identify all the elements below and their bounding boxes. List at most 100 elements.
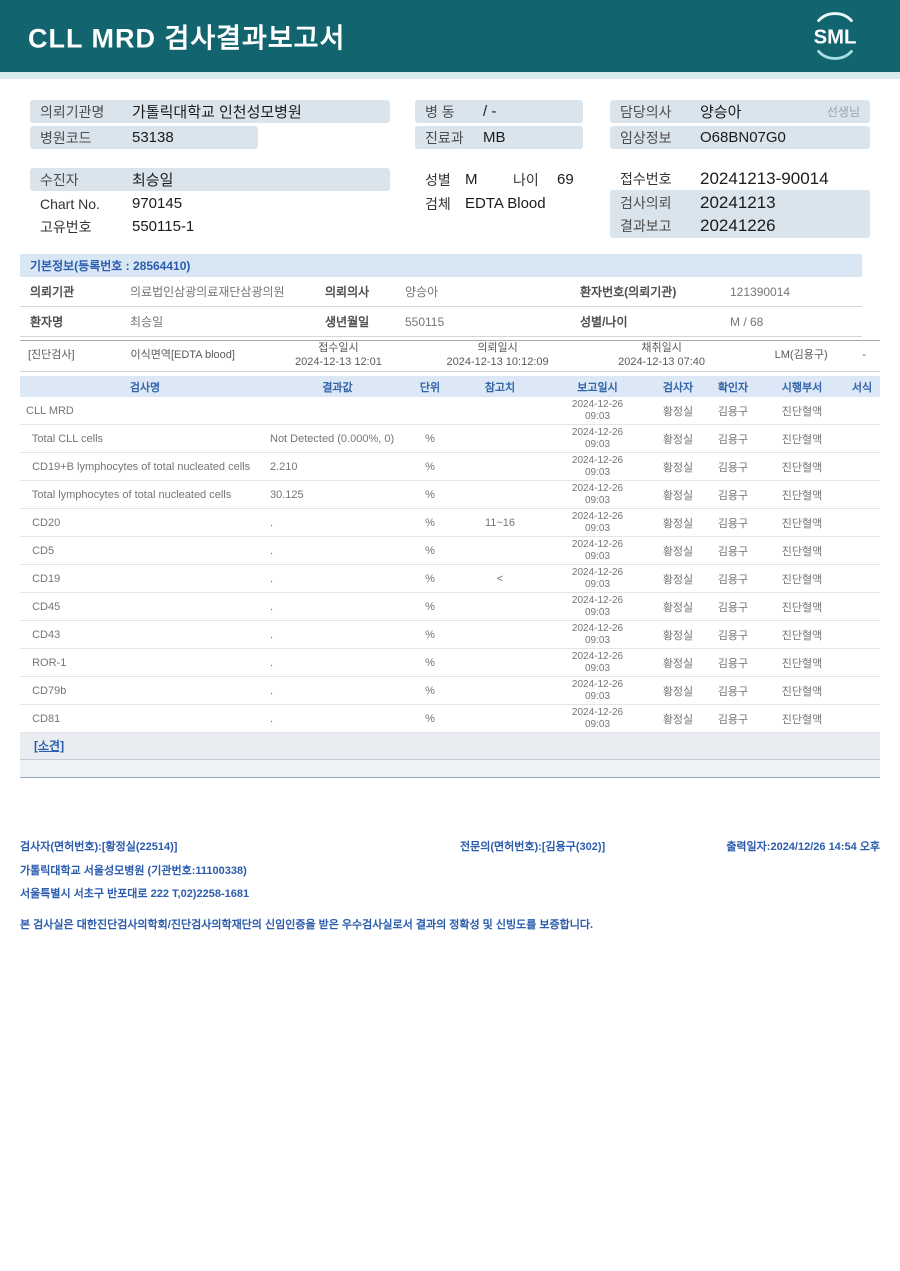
result-value: . (270, 684, 274, 697)
ward-value: / - (483, 103, 497, 120)
clinic-dept-row: 진료과 MB (415, 126, 583, 149)
result-value: . (270, 572, 274, 585)
referring-org-row: 의뢰기관명 가톨릭대학교 인천성모병원 (30, 100, 390, 123)
chart-no-value: 970145 (132, 195, 183, 212)
department: 진단혈액 (781, 517, 823, 530)
test-name: CD20 (26, 516, 61, 529)
report-date: 2024-12-26 (571, 623, 624, 634)
unit: % (425, 516, 435, 529)
footer-address: 서울특별시 서초구 반포대로 222 T,02)2258-1681 (20, 888, 250, 900)
col-reference: 참고치 (484, 381, 516, 394)
report-time: 09:03 (584, 662, 611, 674)
test-name: CLL MRD (26, 404, 74, 417)
checker: 김용구 (717, 405, 749, 418)
checker: 김용구 (717, 685, 749, 698)
basic-label: 의뢰의사 (325, 285, 370, 299)
findings-section: [소견] (20, 733, 880, 778)
clinical-info-value: O68BN07G0 (700, 129, 786, 146)
basic-label: 생년월일 (325, 315, 370, 329)
result-value: Not Detected (0.000%, 0) (270, 432, 395, 445)
receipt-datetime-value: 2024-12-13 12:01 (295, 356, 382, 368)
request-date-row: 검사의뢰 20241213 (610, 191, 870, 214)
unit: % (425, 460, 435, 473)
specimen-value: EDTA Blood (465, 195, 546, 212)
report-date: 2024-12-26 (571, 651, 624, 662)
test-name: CD45 (26, 600, 61, 613)
unit: % (425, 684, 435, 697)
checker: 김용구 (717, 713, 749, 726)
reference-range: < (496, 572, 504, 585)
report-date: 2024-12-26 (571, 427, 624, 438)
clinic-dept-value: MB (483, 129, 506, 146)
result-row: CD20 . % 11~16 2024-12-26 09:03 황정실 김용구 … (20, 509, 880, 537)
report-datetime: 2024-12-26 09:03 (545, 427, 650, 450)
report-date: 2024-12-26 (571, 539, 624, 550)
tester: 황정실 (662, 461, 694, 474)
report-datetime: 2024-12-26 09:03 (545, 539, 650, 562)
report-date: 2024-12-26 (571, 455, 624, 466)
department: 진단혈액 (781, 601, 823, 614)
referring-org-value: 가톨릭대학교 인천성모병원 (132, 104, 302, 121)
result-row: CLL MRD 2024-12-26 09:03 황정실 김용구 진단혈액 (20, 397, 880, 425)
basic-value: 550115 (405, 314, 445, 329)
sex-value: M (465, 171, 478, 188)
department: 진단혈액 (781, 461, 823, 474)
checker: 김용구 (717, 489, 749, 502)
receipt-no-label: 접수번호 (620, 170, 672, 187)
report-date: 2024-12-26 (571, 511, 624, 522)
department: 진단혈액 (781, 433, 823, 446)
basic-info-section: 기본정보(등록번호 : 28564410) 의뢰기관 의료법인삼광의료재단삼광의… (20, 254, 862, 337)
report-date: 2024-12-26 (571, 679, 624, 690)
report-datetime: 2024-12-26 09:03 (545, 595, 650, 618)
result-value: . (270, 628, 274, 641)
receipt-datetime-label: 접수일시 (318, 342, 359, 355)
unit: % (425, 572, 435, 585)
footer-signature-line: 검사자(면허번호):[황정실(22514)] 전문의(면허번호):[김용구(30… (20, 838, 880, 854)
basic-value: M / 68 (730, 314, 764, 329)
report-date: 2024-12-26 (571, 707, 624, 718)
department: 진단혈액 (781, 629, 823, 642)
report-date-label: 결과보고 (620, 217, 672, 234)
ward-row: 병 동 / - (415, 100, 583, 123)
basic-label: 환자명 (30, 315, 64, 329)
receipt-datetime: 접수일시 2024-12-13 12:01 (265, 342, 412, 370)
checker: 김용구 (717, 657, 749, 670)
basic-value: 최승일 (130, 315, 164, 329)
doctor-suffix: 선생님 (826, 105, 860, 119)
report-time: 09:03 (584, 634, 611, 646)
col-tester: 검사자 (662, 381, 694, 394)
result-value: . (270, 516, 274, 529)
findings-title: [소견] (34, 739, 65, 753)
checker: 김용구 (717, 545, 749, 558)
report-time: 09:03 (584, 522, 611, 534)
report-time: 09:03 (584, 606, 611, 618)
receipt-no-value: 20241213-90014 (700, 168, 829, 188)
result-row: CD45 . % 2024-12-26 09:03 황정실 김용구 진단혈액 (20, 593, 880, 621)
request-datetime-label: 의뢰일시 (477, 342, 518, 355)
receipt-no-row: 접수번호 20241213-90014 (610, 167, 870, 190)
basic-info-title: 기본정보(등록번호 : 28564410) (20, 254, 862, 277)
result-row: Total CLL cells Not Detected (0.000%, 0)… (20, 425, 880, 453)
col-report-datetime: 보고일시 (577, 381, 618, 394)
specimen-label: 검체 (425, 195, 451, 212)
department: 진단혈액 (781, 405, 823, 418)
col-result: 결과값 (322, 381, 353, 394)
doctor-label: 담당의사 (620, 103, 672, 120)
footer-specialist: 전문의(면허번호):[김용구(302)] (460, 841, 606, 853)
report-time: 09:03 (584, 578, 611, 590)
report-time: 09:03 (584, 438, 611, 450)
result-row: CD19+B lymphocytes of total nucleated ce… (20, 453, 880, 481)
result-value: . (270, 600, 274, 613)
page-title: CLL MRD 검사결과보고서 (28, 23, 346, 54)
sex-label: 성별 (425, 171, 451, 188)
col-test-name: 검사명 (129, 381, 161, 394)
patient-info-section: 의뢰기관명 가톨릭대학교 인천성모병원 병원코드 53138 수진자 최승일 C… (0, 96, 900, 248)
report-datetime: 2024-12-26 09:03 (545, 707, 650, 730)
checker: 김용구 (717, 433, 749, 446)
unit: % (425, 600, 435, 613)
report-datetime: 2024-12-26 09:03 (545, 455, 650, 478)
clinic-dept-label: 진료과 (425, 129, 464, 146)
col-department: 시행부서 (781, 381, 823, 394)
referring-org-label: 의뢰기관명 (40, 103, 105, 120)
unit: % (425, 432, 435, 445)
